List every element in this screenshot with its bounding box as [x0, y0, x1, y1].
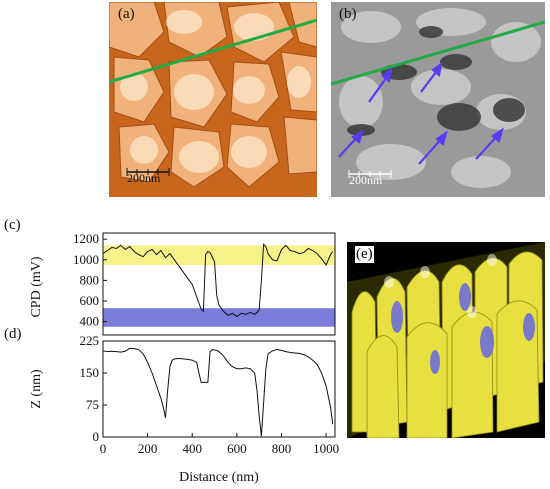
line-scan-b	[331, 20, 545, 86]
panel-d-label: (d)	[4, 326, 22, 342]
distance-x-tick-label: 0	[100, 441, 107, 456]
z-y-tick-label: 150	[80, 365, 100, 380]
distance-x-tick-label: 400	[182, 441, 202, 456]
cpd-y-tick-label: 1000	[73, 252, 99, 267]
z-y-tick-label: 225	[80, 333, 100, 348]
cpd-y-axis-label: CPD (mV)	[29, 256, 44, 317]
cpd-chart: 400 600 800 1000 1200 CPD (mV)	[29, 231, 336, 336]
cpd-y-tick-label: 800	[80, 272, 100, 287]
cpd-plot-frame	[102, 232, 336, 336]
topography-grains-svg: 200nm	[109, 2, 317, 197]
distance-x-tick-label: 1000	[313, 441, 339, 456]
panel-a-topography-image: 200nm	[109, 2, 317, 197]
z-y-tick-label: 0	[93, 429, 100, 444]
scale-bar-b-label: 200nm	[349, 173, 383, 187]
z-plot-frame	[102, 340, 336, 438]
z-y-tick-label: 75	[86, 397, 99, 412]
cpd-y-tick-label: 1200	[73, 231, 99, 246]
line-profile-charts: 400 600 800 1000 1200 CPD (mV) 0 75 150 225 0 20…	[29, 231, 339, 485]
surface-3d-svg	[347, 242, 545, 438]
arrow-markers	[338, 61, 504, 165]
cpd-series-line	[102, 243, 334, 318]
panel-b-cpd-image: 200nm	[331, 2, 545, 197]
panel-b-label: (b)	[339, 6, 357, 22]
z-series-line	[102, 347, 334, 437]
line-scan-a	[109, 18, 317, 84]
z-y-axis-label: Z (nm)	[29, 369, 44, 409]
cpd-y-tick-label: 600	[80, 293, 100, 308]
z-chart: 0 75 150 225 0 200 400 600 800 1000 Z (nm) Dista…	[29, 333, 339, 485]
cpd-band-blue	[103, 308, 335, 327]
cpd-image-svg: 200nm	[331, 2, 545, 197]
cpd-y-tick-label: 400	[80, 314, 100, 329]
distance-x-axis-label: Distance (nm)	[179, 470, 259, 485]
panel-e-3d-image	[347, 242, 545, 438]
panel-c-label: (c)	[4, 217, 21, 233]
distance-x-tick-label: 800	[272, 441, 292, 456]
distance-x-tick-label: 200	[138, 441, 158, 456]
cpd-band-yellow	[103, 245, 335, 265]
panel-a-label: (a)	[118, 6, 135, 22]
distance-x-tick-label: 600	[227, 441, 247, 456]
panel-e-label: (e)	[355, 246, 374, 263]
scale-bar-a-label: 200nm	[127, 171, 161, 185]
